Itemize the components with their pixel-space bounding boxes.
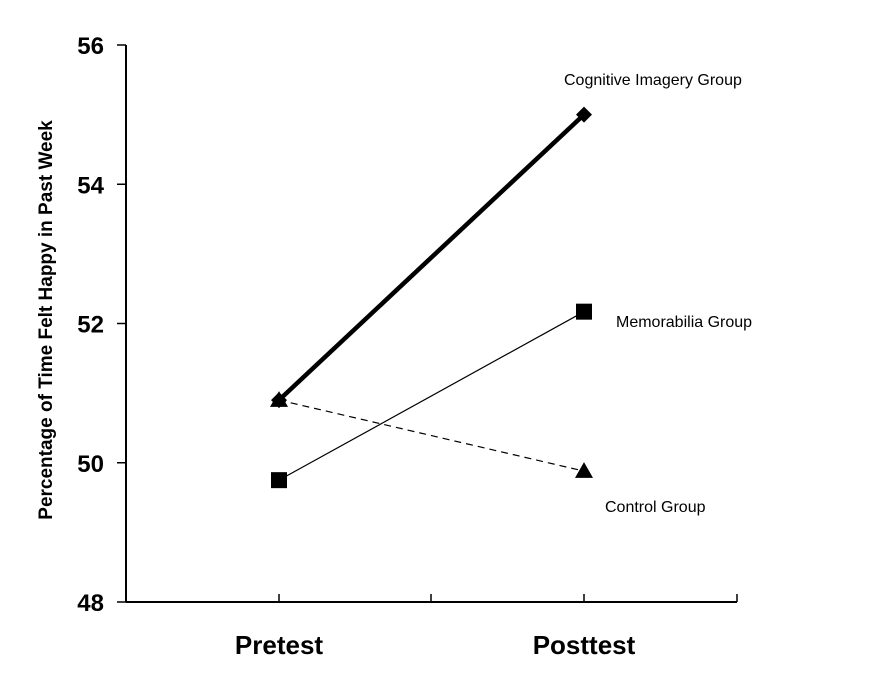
series-label-control: Control Group <box>605 499 706 516</box>
y-tick-label: 54 <box>77 172 104 199</box>
series-line-diamond <box>277 112 586 402</box>
data-point-square <box>576 303 592 320</box>
series-label-cognitive-imagery: Cognitive Imagery Group <box>564 72 742 89</box>
x-axis-ticks <box>278 594 738 602</box>
y-axis-ticks: 48 50 52 54 56 <box>77 33 126 617</box>
series-line-triangle <box>278 399 585 472</box>
data-point-triangle <box>575 462 593 478</box>
x-tick-label-posttest: Posttest <box>533 630 636 660</box>
y-tick-label: 52 <box>77 312 104 339</box>
data-point-diamond <box>576 106 592 123</box>
data-point-triangle <box>270 391 288 407</box>
series-line-square <box>278 311 585 481</box>
y-axis-label: Percentage of Time Felt Happy in Past We… <box>36 120 57 520</box>
x-tick-label-pretest: Pretest <box>235 630 323 660</box>
y-tick-label: 50 <box>77 451 104 478</box>
data-point-square <box>271 472 287 489</box>
y-tick-label: 56 <box>77 33 104 60</box>
series-label-memorabilia: Memorabilia Group <box>616 314 752 331</box>
series-layer <box>270 106 593 489</box>
y-tick-label: 48 <box>77 590 104 617</box>
